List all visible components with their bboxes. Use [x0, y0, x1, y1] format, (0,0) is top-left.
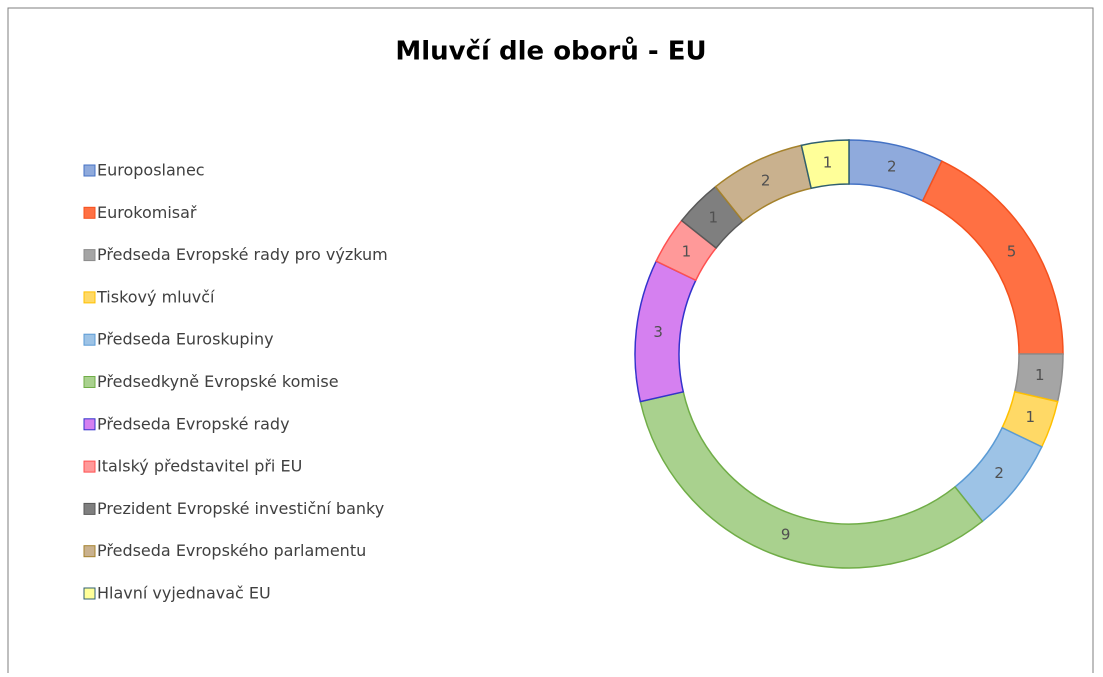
data-label: 1 [823, 154, 833, 172]
legend-swatch [83, 291, 96, 304]
legend-swatch [83, 333, 96, 346]
slice [800, 139, 850, 190]
legend-label: Eurokomisař [97, 203, 197, 222]
legend-swatch [83, 545, 96, 558]
legend-swatch [83, 418, 96, 431]
data-label: 1 [708, 209, 718, 227]
data-label: 1 [1025, 408, 1035, 426]
legend-swatch [83, 587, 96, 600]
data-label: 3 [653, 323, 663, 341]
data-label: 2 [887, 157, 897, 175]
data-label: 1 [1035, 366, 1045, 384]
legend-label: Tiskový mluvčí [96, 287, 215, 306]
legend-label: Europoslanec [97, 161, 205, 180]
legend-label: Italský představitel při EU [97, 457, 302, 476]
data-label: 5 [1007, 242, 1017, 260]
legend-swatch [83, 249, 96, 262]
legend-swatch [83, 206, 96, 219]
data-label: 1 [682, 242, 692, 260]
data-label: 2 [761, 172, 771, 190]
legend-label: Prezident Evropské investiční banky [97, 499, 384, 518]
legend-label: Předseda Evropského parlamentu [97, 541, 366, 560]
legend-label: Předseda Euroskupiny [97, 330, 274, 349]
legend-label: Hlavní vyjednavač EU [97, 584, 271, 603]
legend-swatch [83, 376, 96, 388]
data-label: 9 [781, 526, 791, 544]
chart-title: Mluvčí dle oborů - EU [395, 36, 706, 67]
legend-swatch [83, 164, 96, 177]
legend-swatch [83, 460, 96, 473]
legend-label: Předseda Evropské rady pro výzkum [97, 245, 388, 264]
legend-label: Předseda Evropské rady [97, 414, 290, 433]
legend-label: Předsedkyně Evropské komise [97, 372, 339, 391]
chart-frame [7, 7, 1094, 677]
legend-swatch [83, 502, 96, 515]
data-label: 2 [994, 464, 1004, 482]
